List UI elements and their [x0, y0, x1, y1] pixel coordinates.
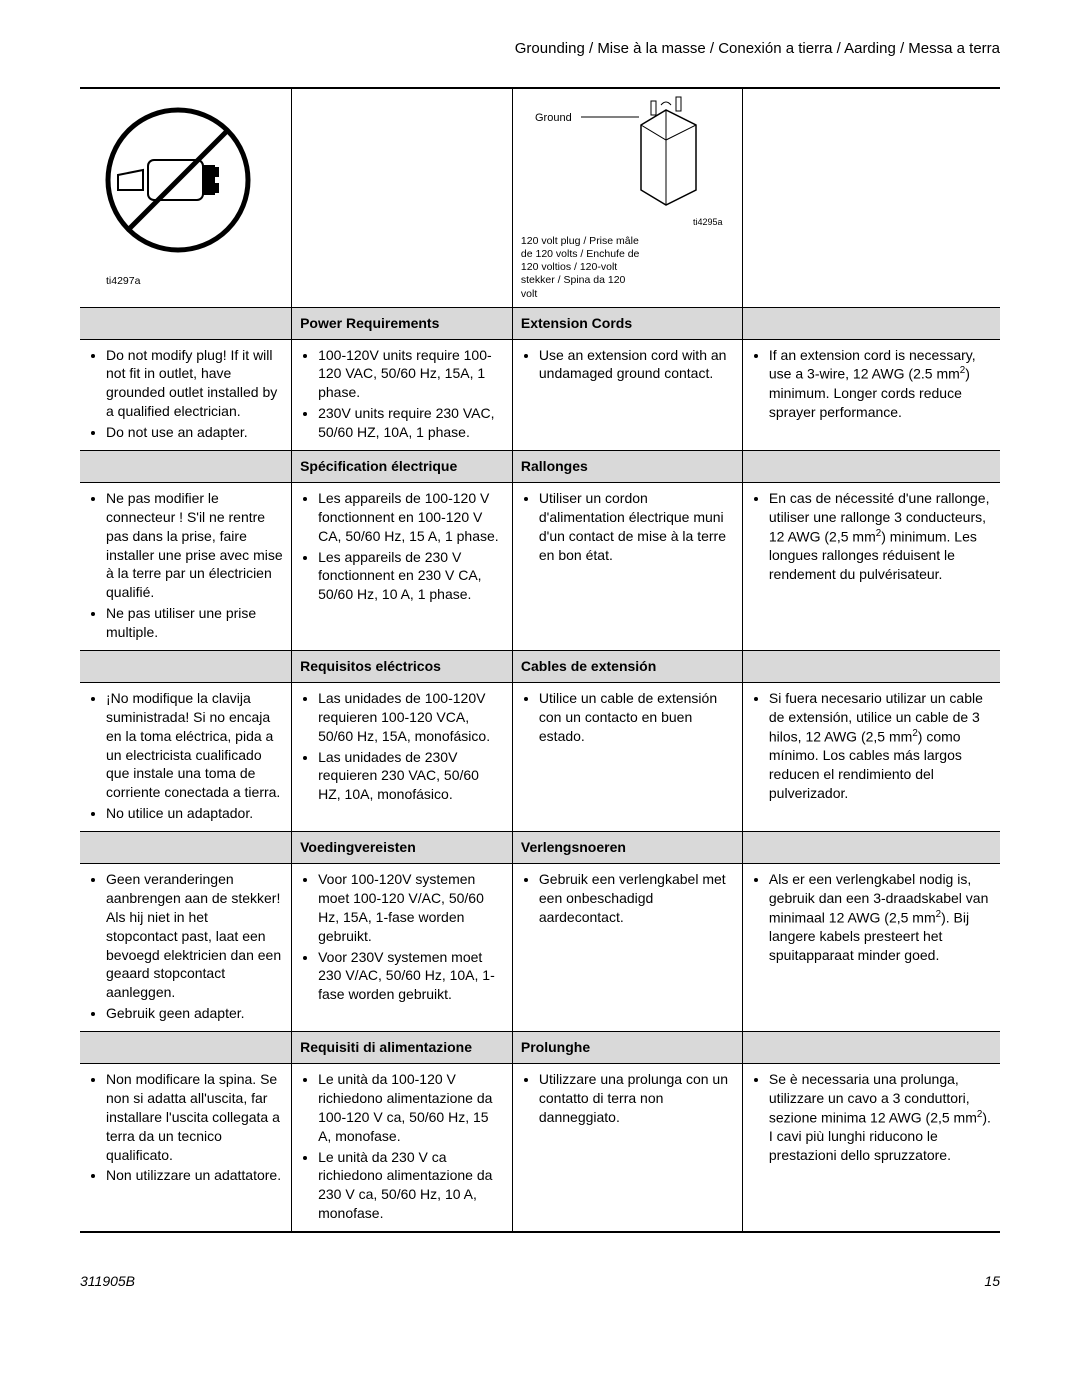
- ground-label: Ground: [535, 112, 572, 124]
- spec-cell: Se è necessaria una prolunga, utilizzare…: [742, 1064, 1000, 1233]
- spec-bullet: Le unità da 100-120 V richiedono aliment…: [318, 1070, 504, 1146]
- spec-bullet: Utiliser un cordon d'alimentation électr…: [539, 489, 734, 565]
- spec-cell: Als er een verlengkabel nodig is, gebrui…: [742, 864, 1000, 1032]
- spec-bullet: 230V units require 230 VAC, 50/60 HZ, 10…: [318, 404, 504, 442]
- spec-cell: Utiliser un cordon d'alimentation électr…: [512, 482, 742, 650]
- spec-bullet: Si fuera necesario utilizar un cable de …: [769, 689, 992, 803]
- section-header: Power Requirements: [292, 307, 513, 339]
- spec-bullet: Las unidades de 230V requieren 230 VAC, …: [318, 748, 504, 805]
- section-header: [742, 1032, 1000, 1064]
- section-header: [742, 650, 1000, 682]
- spec-bullet: Voor 100-120V systemen moet 100-120 V/AC…: [318, 870, 504, 946]
- spec-bullet: If an extension cord is necessary, use a…: [769, 346, 992, 422]
- section-header: Prolunghe: [512, 1032, 742, 1064]
- spec-bullet: Voor 230V systemen moet 230 V/AC, 50/60 …: [318, 948, 504, 1005]
- section-header: Requisitos eléctricos: [292, 650, 513, 682]
- diagram1-ref: ti4297a: [106, 275, 283, 288]
- spec-bullet: Do not use an adapter.: [106, 423, 283, 442]
- spec-cell: ¡No modifique la clavija suministrada! S…: [80, 682, 292, 831]
- spec-bullet: Ne pas modifier le connecteur ! S'il ne …: [106, 489, 283, 602]
- spec-cell: Le unità da 100-120 V richiedono aliment…: [292, 1064, 513, 1233]
- section-header: [80, 832, 292, 864]
- section-header: Voedingvereisten: [292, 832, 513, 864]
- spec-bullet: Utilizzare una prolunga con un contatto …: [539, 1070, 734, 1127]
- spec-cell: En cas de nécessité d'une rallonge, util…: [742, 482, 1000, 650]
- section-header: Verlengsnoeren: [512, 832, 742, 864]
- section-header: [742, 832, 1000, 864]
- spec-cell: Non modificare la spina. Se non si adatt…: [80, 1064, 292, 1233]
- plug-diagram: Ground ti4295a: [521, 95, 731, 235]
- section-header: [742, 450, 1000, 482]
- spec-bullet: Se è necessaria una prolunga, utilizzare…: [769, 1070, 992, 1165]
- spec-cell: If an extension cord is necessary, use a…: [742, 339, 1000, 450]
- spec-cell: Les appareils de 100-120 V fonctionnent …: [292, 482, 513, 650]
- section-header: [80, 307, 292, 339]
- section-header: [80, 450, 292, 482]
- spec-cell: Do not modify plug! If it will not fit i…: [80, 339, 292, 450]
- spec-bullet: Non modificare la spina. Se non si adatt…: [106, 1070, 283, 1164]
- spec-cell: 100-120V units require 100-120 VAC, 50/6…: [292, 339, 513, 450]
- section-header: Requisiti di alimentazione: [292, 1032, 513, 1064]
- section-header: [742, 307, 1000, 339]
- spec-bullet: Use an extension cord with an undamaged …: [539, 346, 734, 384]
- spec-bullet: Geen veranderingen aanbrengen aan de ste…: [106, 870, 283, 1002]
- spec-cell: Geen veranderingen aanbrengen aan de ste…: [80, 864, 292, 1032]
- section-header: Extension Cords: [512, 307, 742, 339]
- spec-cell: Gebruik een verlengkabel met een onbesch…: [512, 864, 742, 1032]
- spec-bullet: Do not modify plug! If it will not fit i…: [106, 346, 283, 422]
- spec-cell: Use an extension cord with an undamaged …: [512, 339, 742, 450]
- diagram-prohibit-cell: ti4297a: [80, 88, 292, 307]
- spec-bullet: Gebruik een verlengkabel met een onbesch…: [539, 870, 734, 927]
- section-header: Rallonges: [512, 450, 742, 482]
- empty-cell: [292, 88, 513, 307]
- spec-bullet: Gebruik geen adapter.: [106, 1004, 283, 1023]
- spec-bullet: Les appareils de 100-120 V fonctionnent …: [318, 489, 504, 546]
- footer-doc-id: 311905B: [80, 1273, 135, 1289]
- footer-page-num: 15: [984, 1273, 1000, 1289]
- spec-bullet: Non utilizzare un adattatore.: [106, 1166, 283, 1185]
- spec-bullet: Les appareils de 230 V fonctionnent en 2…: [318, 548, 504, 605]
- spec-bullet: Le unità da 230 V ca richiedono alimenta…: [318, 1148, 504, 1224]
- diagram2-ref: ti4295a: [693, 217, 723, 227]
- spec-bullet: No utilice un adaptador.: [106, 804, 283, 823]
- spec-cell: Si fuera necesario utilizar un cable de …: [742, 682, 1000, 831]
- spec-bullet: Ne pas utiliser une prise multiple.: [106, 604, 283, 642]
- prohibit-diagram: [88, 95, 278, 275]
- spec-cell: Las unidades de 100-120V requieren 100-1…: [292, 682, 513, 831]
- page-header: Grounding / Mise à la masse / Conexión a…: [80, 40, 1000, 57]
- spec-table: ti4297a Ground ti4295a 120 volt plug / P…: [80, 87, 1000, 1233]
- spec-cell: Ne pas modifier le connecteur ! S'il ne …: [80, 482, 292, 650]
- spec-cell: Voor 100-120V systemen moet 100-120 V/AC…: [292, 864, 513, 1032]
- plug-caption: 120 volt plug / Prise mâle de 120 volts …: [521, 235, 641, 301]
- section-header: [80, 650, 292, 682]
- spec-bullet: En cas de nécessité d'une rallonge, util…: [769, 489, 992, 584]
- spec-cell: Utilizzare una prolunga con un contatto …: [512, 1064, 742, 1233]
- section-header: Spécification électrique: [292, 450, 513, 482]
- section-header: Cables de extensión: [512, 650, 742, 682]
- spec-bullet: Las unidades de 100-120V requieren 100-1…: [318, 689, 504, 746]
- spec-bullet: ¡No modifique la clavija suministrada! S…: [106, 689, 283, 802]
- spec-bullet: Als er een verlengkabel nodig is, gebrui…: [769, 870, 992, 965]
- spec-bullet: 100-120V units require 100-120 VAC, 50/6…: [318, 346, 504, 403]
- empty-cell: [742, 88, 1000, 307]
- section-header: [80, 1032, 292, 1064]
- spec-cell: Utilice un cable de extensión con un con…: [512, 682, 742, 831]
- spec-bullet: Utilice un cable de extensión con un con…: [539, 689, 734, 746]
- diagram-plug-cell: Ground ti4295a 120 volt plug / Prise mâl…: [512, 88, 742, 307]
